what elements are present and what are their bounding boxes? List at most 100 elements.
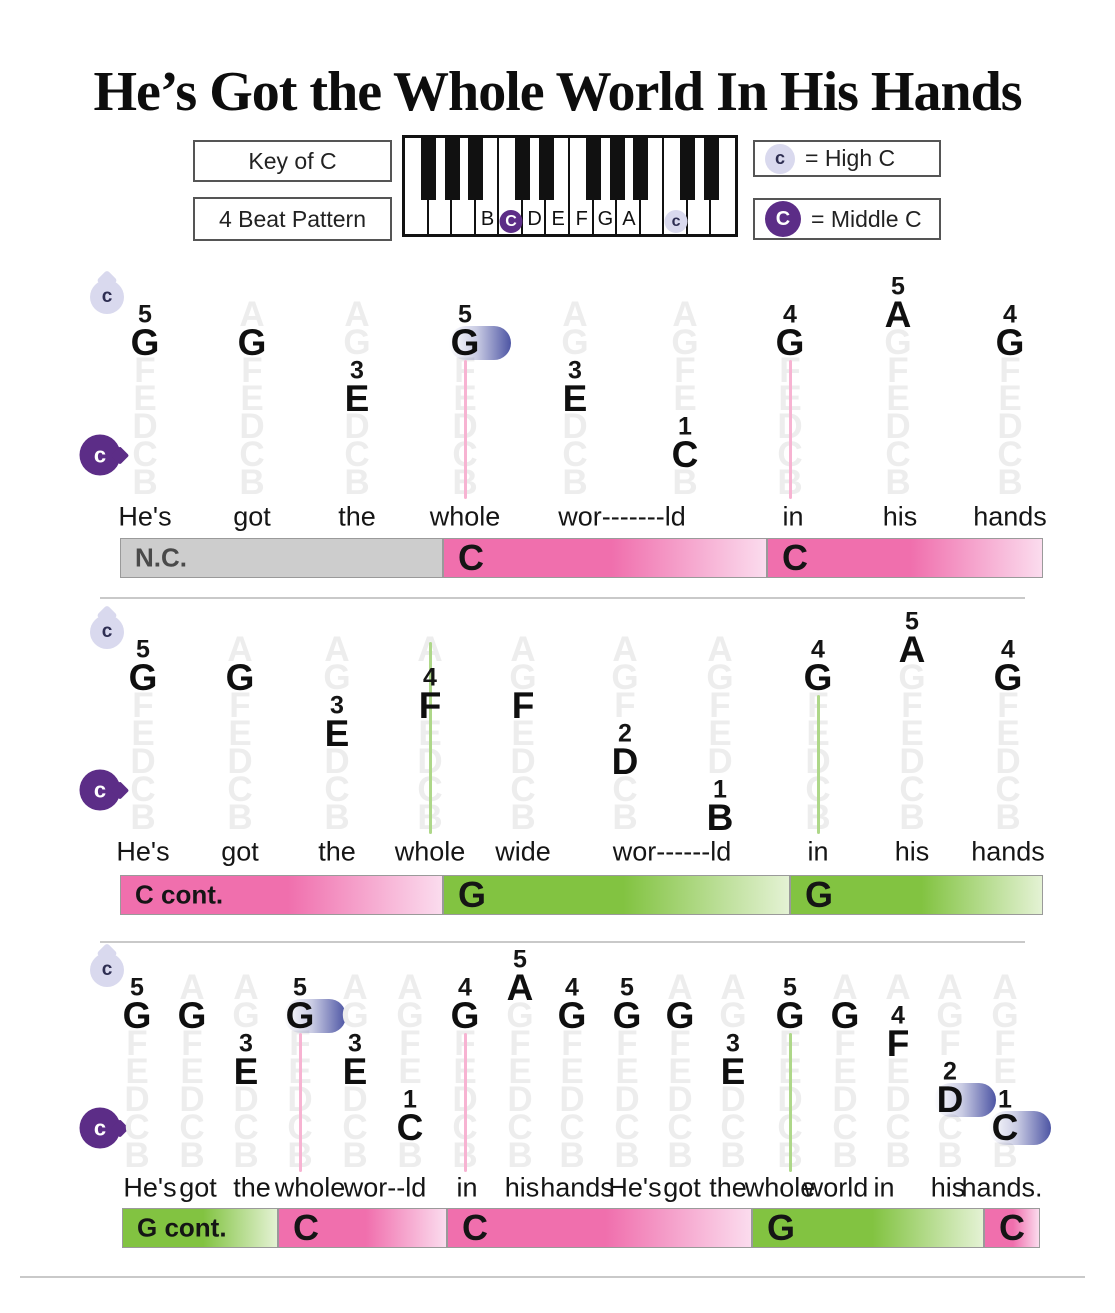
black-key	[633, 138, 649, 200]
high-c-marker: c	[90, 615, 124, 649]
black-key	[468, 138, 484, 200]
high-c-legend: c = High C	[753, 140, 941, 177]
note-letter: G	[177, 995, 207, 1036]
note-letter: G	[995, 322, 1025, 363]
finger-number: 5	[138, 300, 152, 329]
ladder-letter: F	[509, 1024, 531, 1063]
ladder-letter: G	[884, 323, 912, 362]
ladder-letter: B	[397, 1136, 423, 1175]
ladder-letter: G	[506, 996, 534, 1035]
ladder-letter: A	[562, 295, 588, 334]
finger-number: 4	[565, 973, 579, 1002]
ladder-letter: G	[341, 996, 369, 1035]
ladder-letter: C	[899, 770, 925, 809]
finger-number: 5	[130, 973, 144, 1002]
ladder-letter: C	[667, 1108, 693, 1147]
finger-number: 1	[403, 1085, 417, 1114]
white-key-label: E	[551, 208, 565, 230]
ladder-letter: C	[559, 1108, 585, 1147]
middle-c-marker: c	[79, 769, 121, 811]
finger-number: 4	[423, 663, 437, 692]
ladder-letter: B	[227, 798, 253, 837]
ladder-letter: D	[132, 407, 158, 446]
ladder-letter: F	[999, 351, 1021, 390]
ladder-letter: C	[179, 1108, 205, 1147]
note-letter: D	[936, 1079, 964, 1120]
lyric-word: He's	[116, 836, 170, 867]
lyric-word: got	[233, 501, 271, 532]
ladder-letter: A	[227, 630, 253, 669]
hold-pill	[284, 999, 346, 1033]
ladder-letter: F	[834, 1024, 856, 1063]
ladder-letter: A	[397, 968, 423, 1007]
lyric-word: his	[930, 1172, 966, 1203]
finger-number: 3	[568, 356, 582, 385]
ladder-letter: E	[615, 1052, 639, 1091]
ladder-letter: E	[833, 1052, 857, 1091]
chord-segment: C cont.	[120, 875, 443, 915]
ladder-letter: F	[126, 1024, 148, 1063]
ladder-letter: E	[511, 714, 535, 753]
ladder-letter: F	[134, 351, 156, 390]
finger-number: 5	[891, 272, 905, 301]
high-c-marker: c	[90, 953, 124, 987]
lyric-word: whole	[394, 836, 466, 867]
black-key	[680, 138, 696, 200]
ladder-letter: D	[995, 742, 1021, 781]
ladder-letter: E	[131, 714, 155, 753]
lyric-word: got	[663, 1172, 701, 1203]
ladder-letter: G	[991, 996, 1019, 1035]
ladder-letter: A	[612, 630, 638, 669]
ladder-letter: E	[560, 1052, 584, 1091]
ladder-letter: B	[612, 798, 638, 837]
note-letter: G	[450, 995, 480, 1036]
ladder-letter: D	[342, 1080, 368, 1119]
beat-pattern-box: 4 Beat Pattern	[193, 197, 392, 241]
middle-c-legend-text: = Middle C	[811, 205, 922, 232]
lyric-word: wor--ld	[343, 1172, 427, 1203]
ladder-letter: D	[510, 742, 536, 781]
ladder-letter: A	[720, 968, 746, 1007]
ladder-letter: F	[887, 351, 909, 390]
ladder-letter: G	[343, 323, 371, 362]
ladder-letter: C	[510, 770, 536, 809]
ladder-letter: B	[130, 798, 156, 837]
black-key	[444, 138, 460, 200]
finger-number: 2	[618, 719, 632, 748]
middle-c-marker: c	[79, 1107, 121, 1149]
ladder-letter: C	[233, 1108, 259, 1147]
ladder-letter: D	[614, 1080, 640, 1119]
ladder-letter: B	[233, 1136, 259, 1175]
ladder-letter: G	[936, 996, 964, 1035]
ladder-letter: C	[132, 435, 158, 474]
note-letter: E	[324, 713, 350, 754]
divider-line	[100, 597, 1025, 599]
note-letter: E	[233, 1051, 259, 1092]
finger-number: 5	[905, 607, 919, 636]
note-letter: G	[775, 995, 805, 1036]
finger-number: 5	[458, 300, 472, 329]
middle-c-key-marker: C	[499, 210, 523, 233]
black-key	[421, 138, 437, 200]
song-title: He’s Got the Whole World In His Hands	[93, 61, 1022, 123]
chord-segment: G cont.	[122, 1208, 278, 1248]
ladder-letter: G	[232, 996, 260, 1035]
ladder-letter: C	[612, 770, 638, 809]
ladder-letter: E	[133, 379, 157, 418]
note-letter: G	[128, 657, 158, 698]
ladder-letter: A	[239, 295, 265, 334]
ladder-letter: C	[832, 1108, 858, 1147]
chord-change-line	[428, 642, 432, 834]
ladder-letter: B	[507, 1136, 533, 1175]
note-letter: G	[237, 322, 267, 363]
finger-number: 5	[783, 973, 797, 1002]
chord-label: G	[458, 874, 487, 915]
finger-number: 4	[1003, 300, 1017, 329]
chord-change-line	[298, 1033, 302, 1172]
ladder-letter: B	[559, 1136, 585, 1175]
note-letter: C	[991, 1107, 1019, 1148]
white-key-label: A	[622, 208, 636, 230]
ladder-letter: E	[708, 714, 732, 753]
